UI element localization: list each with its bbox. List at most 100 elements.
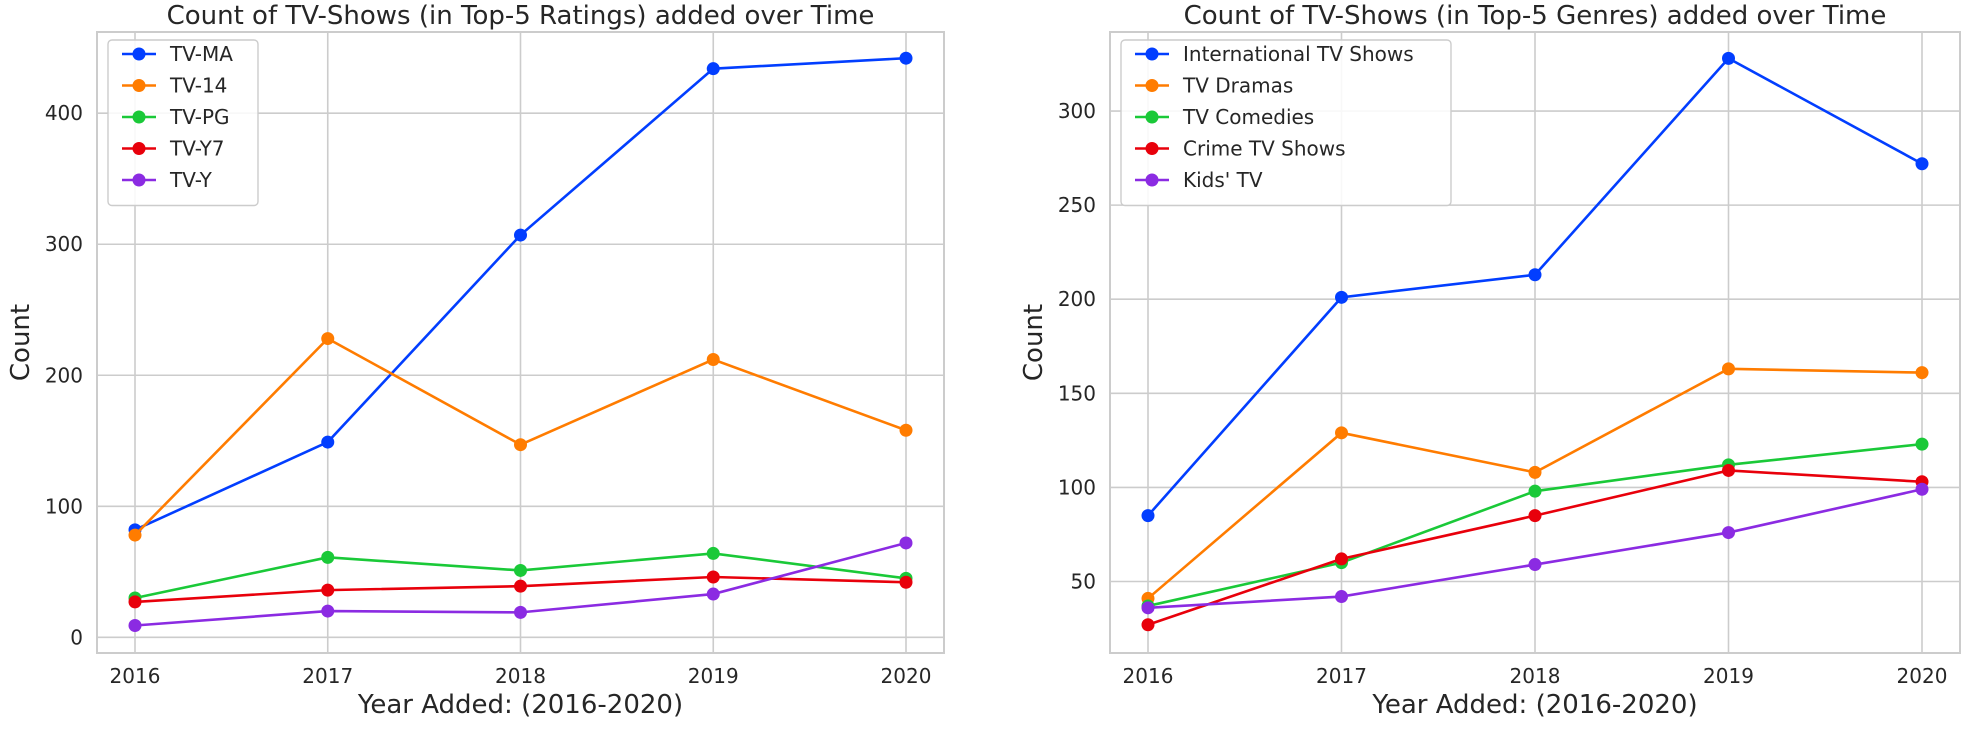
x-tick-label: 2020 [1897, 664, 1948, 688]
data-point [321, 332, 335, 346]
legend-label: TV Comedies [1182, 105, 1314, 129]
data-point [706, 62, 720, 76]
legend-box [107, 39, 259, 207]
data-point [899, 575, 913, 589]
plot-frame [1109, 31, 1961, 654]
data-point [1915, 366, 1929, 380]
data-point [1722, 526, 1735, 540]
data-point [1141, 601, 1155, 615]
x-tick-label: 2018 [495, 664, 546, 688]
data-point [706, 587, 720, 601]
data-point [1915, 437, 1929, 451]
y-tick-label: 50 [1071, 569, 1096, 593]
legend-item: TV-Y7 [122, 137, 225, 161]
data-point [899, 51, 913, 65]
legend-marker [132, 173, 146, 187]
series-tv-y7 [128, 570, 913, 609]
x-axis-label: Year Added: (2016-2020) [357, 690, 683, 720]
x-tick-label: 2016 [110, 664, 161, 688]
legend-marker [132, 110, 146, 124]
series-tv-y [128, 536, 913, 632]
chart-title: Count of TV-Shows (in Top-5 Genres) adde… [1184, 1, 1887, 31]
x-tick-label: 2019 [688, 664, 739, 688]
data-point [128, 618, 142, 632]
legend-marker [1145, 110, 1159, 124]
x-tick-label: 2018 [1510, 664, 1561, 688]
y-axis-label: Count [1019, 304, 1049, 381]
legend-label: Crime TV Shows [1183, 137, 1346, 161]
series-tv-dramas [1141, 362, 1929, 605]
data-point [128, 595, 142, 609]
legend-label: International TV Shows [1183, 42, 1414, 66]
data-point [1722, 51, 1735, 65]
y-tick-label: 400 [45, 101, 83, 125]
legend: TV-MA TV-14 TV-PG TV-Y7 TV-Y [107, 39, 259, 207]
legend-item: Kids' TV [1135, 168, 1263, 192]
legend-label: TV-MA [169, 42, 233, 66]
x-axis-label: Year Added: (2016-2020) [1371, 690, 1697, 720]
grid [1110, 32, 1960, 653]
legend-item: TV-14 [122, 74, 227, 98]
plot-frame [96, 31, 945, 654]
data-point [514, 563, 527, 577]
data-point [1335, 590, 1348, 604]
legend-item: International TV Shows [1135, 42, 1414, 66]
legend-marker [1145, 79, 1159, 92]
legend-label: TV Dramas [1182, 74, 1293, 98]
y-tick-label: 100 [1058, 475, 1096, 499]
series-international-tv-shows [1141, 51, 1929, 523]
data-point [1528, 558, 1542, 572]
y-tick-label: 200 [1058, 287, 1096, 311]
data-point [514, 605, 527, 619]
y-tick-label: 150 [1058, 381, 1096, 405]
legend-item: TV-PG [122, 105, 230, 129]
x-tick-label: 2019 [1703, 664, 1754, 688]
chart-title: Count of TV-Shows (in Top-5 Ratings) add… [167, 1, 875, 31]
x-tick-label: 2020 [881, 664, 932, 688]
data-point [1915, 157, 1929, 171]
y-tick-label: 100 [45, 494, 83, 518]
data-point [1528, 268, 1542, 282]
legend-marker [1145, 142, 1159, 155]
legend-marker [132, 79, 146, 92]
data-point [1528, 509, 1542, 523]
legend-box [1120, 39, 1452, 207]
x-tick-label: 2017 [302, 664, 353, 688]
y-tick-label: 250 [1058, 193, 1096, 217]
legend-label: TV-PG [169, 105, 230, 129]
data-point [321, 550, 335, 564]
data-point [1528, 484, 1542, 498]
data-point [128, 528, 142, 542]
y-tick-label: 0 [70, 625, 83, 649]
data-point [1335, 552, 1348, 566]
legend-label: TV-14 [169, 74, 227, 98]
series-tv-14 [128, 332, 913, 542]
data-point [321, 435, 335, 449]
x-tick-label: 2017 [1316, 664, 1367, 688]
y-tick-label: 200 [45, 363, 83, 387]
legend: International TV Shows TV Dramas TV Comedi… [1120, 39, 1452, 207]
data-point [1335, 426, 1348, 440]
legend-label: Kids' TV [1183, 168, 1263, 192]
data-point [899, 423, 913, 437]
data-point [514, 579, 527, 593]
data-point [321, 604, 335, 618]
legend-item: TV Comedies [1135, 105, 1314, 129]
data-point [514, 228, 527, 242]
legend-marker [1145, 47, 1159, 61]
data-point [1141, 509, 1155, 523]
data-point [514, 438, 527, 452]
legend-marker [132, 47, 146, 61]
legend-item: TV-MA [122, 42, 233, 66]
series-kids-tv [1141, 482, 1929, 615]
data-point [1528, 465, 1542, 479]
data-point [706, 570, 720, 584]
x-tick-label: 2016 [1123, 664, 1174, 688]
data-point [706, 353, 720, 367]
data-point [1141, 618, 1155, 632]
y-tick-label: 300 [1058, 99, 1096, 123]
chart-1: 2016 2017 2018 2019 2020 0 100 200 300 400 Count o… [6, 1, 945, 720]
legend-marker [1145, 173, 1159, 187]
data-point [1335, 290, 1348, 304]
